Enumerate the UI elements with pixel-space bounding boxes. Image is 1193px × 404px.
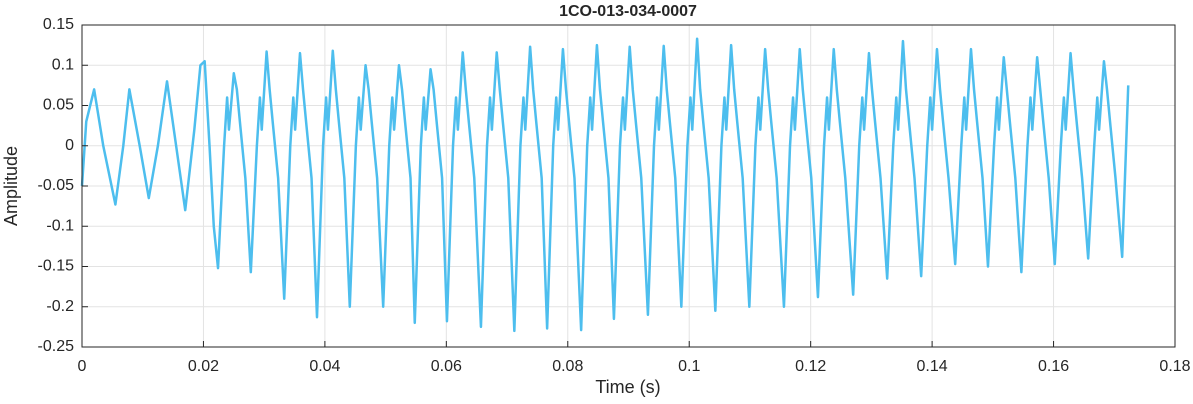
plot	[80, 37, 1130, 333]
x-tick-label: 0.04	[309, 358, 340, 375]
y-tick-label: -0.15	[38, 258, 75, 275]
y-tick-label: -0.1	[46, 217, 74, 234]
y-tick-label: 0	[65, 137, 74, 154]
x-axis-label: Time (s)	[595, 377, 660, 397]
x-tick-label: 0.14	[917, 358, 948, 375]
y-tick-label: 0.1	[52, 56, 74, 73]
y-tick-label: 0.05	[43, 97, 74, 114]
x-tick-label: 0.12	[795, 358, 826, 375]
y-tick-label: -0.05	[38, 177, 75, 194]
x-tick-label: 0.1	[678, 358, 700, 375]
y-tick-label: -0.2	[46, 298, 74, 315]
x-tick-label: 0.06	[431, 358, 462, 375]
y-axis-label: Amplitude	[1, 146, 21, 226]
y-tick-label: -0.25	[38, 338, 75, 355]
x-tick-label: 0.18	[1159, 358, 1190, 375]
waveform-line	[80, 37, 1130, 333]
y-tick-label: 0.15	[43, 16, 74, 33]
x-tick-label: 0	[78, 358, 87, 375]
chart-title: 1CO-013-034-0007	[559, 3, 697, 20]
x-tick-label: 0.08	[552, 358, 583, 375]
x-tick-label: 0.16	[1038, 358, 1069, 375]
x-tick-label: 0.02	[188, 358, 219, 375]
